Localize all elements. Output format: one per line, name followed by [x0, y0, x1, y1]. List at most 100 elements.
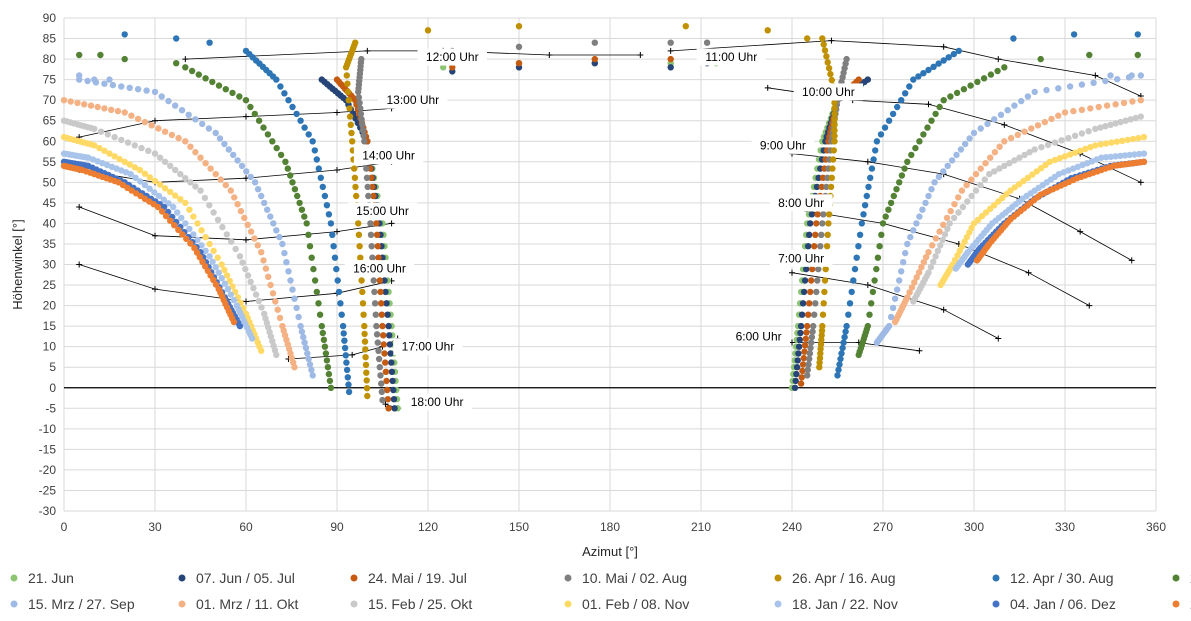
data-point [378, 311, 385, 318]
data-point [907, 233, 914, 241]
data-point [821, 277, 829, 284]
hour-marker [764, 84, 771, 91]
data-point [192, 149, 199, 156]
x-tick-label: 270 [873, 520, 893, 534]
hour-label: 6:00 Uhr [736, 329, 782, 343]
data-point [174, 209, 181, 216]
data-point [848, 288, 855, 296]
data-point [287, 172, 294, 179]
data-point [1066, 151, 1074, 158]
data-point [842, 328, 849, 335]
data-point [1058, 137, 1065, 144]
data-point [323, 202, 331, 209]
data-point [301, 124, 308, 131]
data-point [1112, 153, 1119, 160]
data-point [260, 257, 267, 264]
data-point [368, 243, 375, 250]
data-point [297, 322, 304, 330]
data-point [860, 211, 867, 218]
data-point [1140, 158, 1148, 165]
hour-label-box [417, 48, 487, 66]
data-point [929, 242, 936, 249]
data-point [911, 279, 918, 286]
data-point [817, 243, 824, 250]
data-point [295, 313, 302, 321]
data-point [230, 151, 237, 159]
data-point [238, 162, 246, 170]
data-point [347, 121, 354, 128]
data-point [967, 82, 974, 89]
y-tick-label: 85 [43, 32, 57, 46]
data-point [1119, 137, 1126, 144]
data-point [87, 102, 95, 109]
data-point [955, 209, 962, 216]
hour-marker [546, 51, 553, 58]
data-point [195, 71, 202, 78]
data-point [198, 242, 205, 249]
data-point [843, 55, 850, 63]
data-point [855, 76, 862, 83]
data-point [221, 140, 228, 148]
data-point [269, 290, 277, 297]
data-point [121, 31, 128, 38]
data-point [155, 125, 162, 132]
data-point [267, 281, 274, 289]
legend-label: 01. Mrz / 11. Okt [196, 596, 299, 612]
data-point [185, 111, 192, 119]
data-point [194, 236, 201, 243]
data-point [930, 63, 937, 70]
data-point [362, 361, 370, 369]
data-point [355, 94, 363, 101]
data-point [940, 221, 947, 228]
x-tick-label: 300 [964, 520, 984, 534]
data-point [279, 322, 286, 330]
data-point [367, 231, 375, 238]
data-point [1137, 72, 1145, 79]
data-point [925, 249, 932, 256]
data-point [999, 194, 1006, 202]
data-point [344, 88, 352, 96]
data-point [1078, 106, 1086, 114]
data-point [206, 240, 213, 248]
hour-label-box [402, 393, 472, 411]
data-point [384, 386, 391, 394]
data-point [175, 134, 182, 142]
data-point [293, 110, 300, 118]
data-point [902, 249, 909, 257]
data-point [896, 277, 903, 284]
hour-label-box [793, 83, 864, 101]
data-point [197, 187, 204, 194]
data-point [190, 213, 197, 220]
data-point [1048, 115, 1055, 123]
data-point [794, 357, 801, 364]
data-point [315, 165, 322, 172]
data-point [806, 231, 813, 238]
x-tick-label: 0 [61, 520, 68, 534]
data-point [244, 221, 251, 228]
data-point [804, 322, 811, 330]
data-point [808, 277, 815, 284]
data-point [357, 110, 365, 118]
x-tick-label: 180 [600, 520, 620, 534]
y-tick-label: 15 [43, 319, 57, 333]
data-point [813, 183, 821, 191]
data-point [824, 59, 831, 66]
data-point [234, 157, 241, 164]
data-point [386, 332, 393, 339]
x-tick-label: 240 [782, 520, 802, 534]
hour-label-box [751, 136, 815, 154]
data-point [183, 235, 190, 243]
data-point [306, 243, 314, 250]
data-point [1061, 109, 1069, 116]
data-point [972, 187, 980, 194]
data-point [331, 254, 339, 261]
data-point [223, 272, 231, 279]
data-point [953, 151, 960, 159]
data-point [375, 254, 382, 261]
data-point [864, 76, 871, 83]
data-point [232, 245, 239, 253]
data-point [803, 265, 810, 273]
data-point [823, 243, 831, 250]
data-point [359, 127, 367, 134]
data-point [355, 231, 363, 238]
